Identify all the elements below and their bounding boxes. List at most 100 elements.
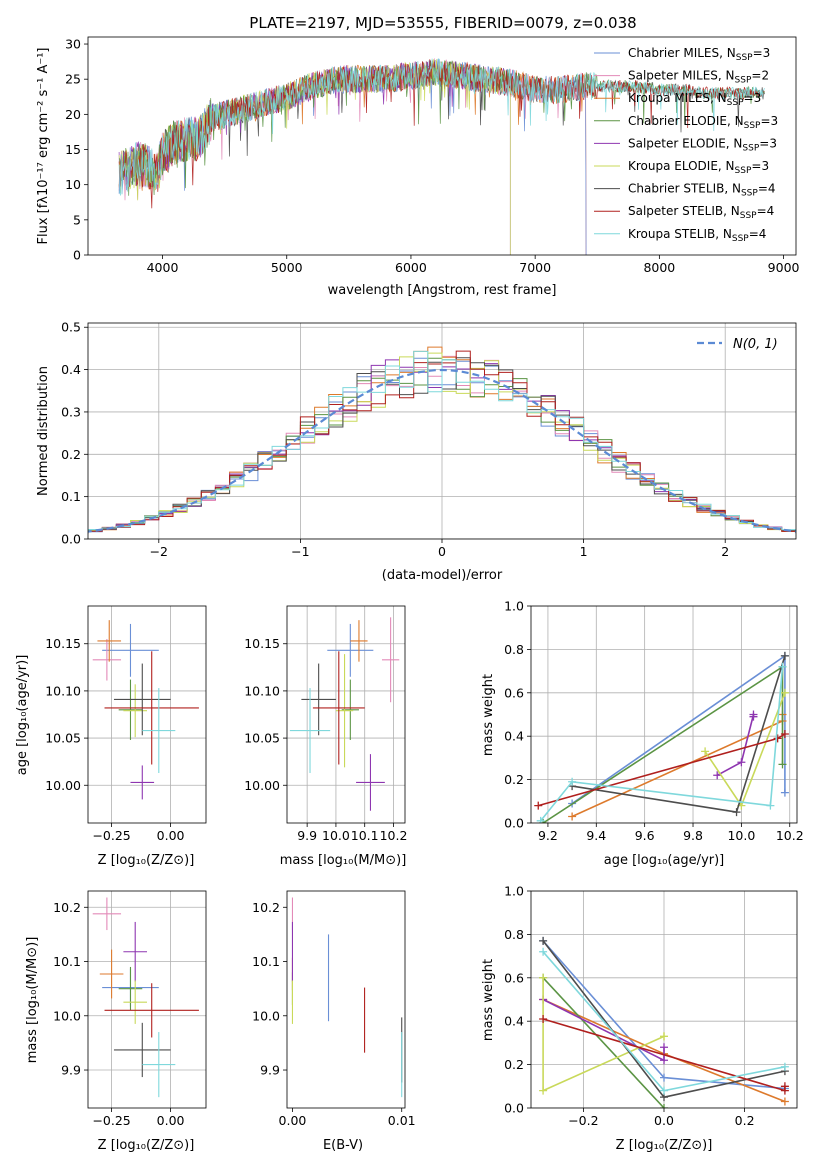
y-tick-label: 0.2 [504,772,524,787]
y-tick-label: 9.9 [260,1063,280,1078]
weight-point [568,812,577,821]
x-axis-label: Z [log₁₀(Z/Z⊙)] [98,1138,195,1153]
y-tick-label: 0.4 [504,1014,524,1029]
x-tick-label: 10.2 [776,828,804,843]
normal-reference-curve [88,368,796,533]
y-tick-label: 10.1 [53,954,81,969]
weight-point [568,777,577,786]
x-tick-label: 9000 [768,260,800,275]
weight-point [660,1056,668,1065]
y-tick-label: 0.0 [504,816,524,831]
weight-point [780,1062,789,1071]
weight-vs-Z-plot-area [531,891,797,1108]
y-tick-label: 10.1 [252,954,280,969]
weight-point [778,760,787,769]
y-axis-label: mass [log₁₀(M/M⊙)] [25,937,40,1064]
y-tick-label: 25 [65,72,81,87]
legend-entry: Chabrier ELODIE, NSSP=3 [628,114,778,131]
x-tick-label: 0.2 [735,1113,755,1128]
weight-point [713,771,722,780]
y-tick-label: 0.8 [504,927,524,942]
x-axis-label: Z [log₁₀(Z/Z⊙)] [98,853,195,868]
weight-point [701,747,710,756]
age-vs-Z-plot-area [88,606,206,823]
weight-point [766,801,775,810]
age-vs-mass-axes: 9.9 10.0 10.1 10.2 10.00 10.05 10.10 10.15 mass … [244,605,407,868]
axes-frame [87,605,207,824]
y-tick-label: 0.6 [504,970,524,985]
y-tick-label: 1.0 [504,884,524,899]
x-tick-label: −0.25 [92,828,130,843]
residuals-axes: −2 −1 0 1 2 0.0 0.1 0.2 0.3 0.4 0.5 N(0, 1) (data-mo… [36,320,797,583]
x-tick-label: −0.2 [568,1113,598,1128]
x-tick-label: 7000 [519,260,551,275]
weight-point [539,1086,548,1095]
x-axis-label: age [log₁₀(age/yr)] [604,853,725,868]
age-vs-mass-plot-area [287,606,405,823]
y-tick-label: 0 [73,248,81,263]
weight-vs-age-plot-area [531,606,797,823]
mass-vs-ebv-plot-area [291,897,403,1098]
weight-point [660,1086,668,1095]
weight-series [542,977,665,1108]
legend-entry: Salpeter MILES, NSSP=2 [628,69,769,86]
y-tick-label: 0.5 [61,320,81,335]
age-vs-Z-axes: −0.25 0.00 10.00 10.05 10.10 10.15 Z [log₁₀(Z/… [15,605,207,868]
y-tick-label: 0.6 [504,685,524,700]
residuals-plot-area [88,323,796,539]
mass-vs-Z-axes: −0.25 0.00 9.9 10.0 10.1 10.2 Z [log₁₀(Z/Z⊙)] m… [25,890,207,1153]
y-tick-label: 0.0 [504,1101,524,1116]
y-tick-label: 10.10 [244,683,280,698]
weight-vs-Z-axes: −0.2 0.0 0.2 0.0 0.2 0.4 0.6 0.8 1.0 Z [log₁₀(Z/Z… [481,884,798,1153]
weight-point [539,1015,548,1024]
y-tick-label: 10.00 [244,778,280,793]
weight-vs-age-axes: 9.2 9.4 9.6 9.8 10.0 10.2 0.0 0.2 0.4 0.6 0.8 1.0 ag… [481,599,804,869]
y-axis-label: Normed distribution [36,366,51,496]
y-axis-label: mass weight [481,959,496,1041]
x-tick-label: −0.25 [92,1113,130,1128]
spectrum-legend: Chabrier MILES, NSSP=3 Salpeter MILES, NS… [594,46,778,244]
y-tick-label: 30 [65,37,81,52]
y-axis-label: Flux [fλ10⁻¹⁷ erg cm⁻² s⁻¹ A⁻¹] [36,48,51,245]
legend-entry: Chabrier MILES, NSSP=3 [628,46,770,63]
x-tick-label: 9.9 [297,828,317,843]
y-tick-label: 10.0 [53,1008,81,1023]
y-axis-label: mass weight [481,674,496,756]
legend-entry: Chabrier STELIB, NSSP=4 [628,182,776,199]
y-tick-label: 0.2 [61,447,81,462]
x-tick-label: 10.0 [727,828,755,843]
weight-point [780,730,789,739]
x-tick-label: 2 [721,544,729,559]
axes-frame [87,322,797,540]
weight-point [534,801,543,810]
x-tick-label: 9.2 [538,828,558,843]
axes-frame [87,36,797,256]
x-axis-label: Z [log₁₀(Z/Z⊙)] [616,1138,713,1153]
y-tick-label: 0.4 [504,729,524,744]
weight-point [780,1097,789,1106]
legend-entry: Salpeter STELIB, NSSP=4 [628,204,774,221]
x-tick-label: −2 [150,544,168,559]
legend-entry: N(0, 1) [733,337,778,352]
x-axis-label: mass [log₁₀(M/M⊙)] [280,853,407,868]
x-axis-label: wavelength [Angstrom, rest frame] [328,283,557,298]
y-tick-label: 0.3 [61,404,81,419]
weight-point [660,1073,668,1082]
weight-point [536,816,545,823]
x-tick-label: 9.8 [683,828,703,843]
x-tick-label: 0.01 [388,1113,416,1128]
weight-point [780,688,789,697]
weight-point [778,662,787,671]
x-tick-label: 8000 [643,260,675,275]
x-tick-label: 10.1 [351,828,379,843]
weight-point [737,758,746,767]
y-tick-label: 9.9 [61,1063,81,1078]
spectrum-line [118,59,765,209]
x-axis-label: (data-model)/error [382,568,503,583]
weight-point [539,947,548,956]
y-tick-label: 20 [65,107,81,122]
y-tick-label: 10.0 [252,1008,280,1023]
axes-frame [286,890,406,1109]
legend-entry: Kroupa ELODIE, NSSP=3 [628,159,769,176]
